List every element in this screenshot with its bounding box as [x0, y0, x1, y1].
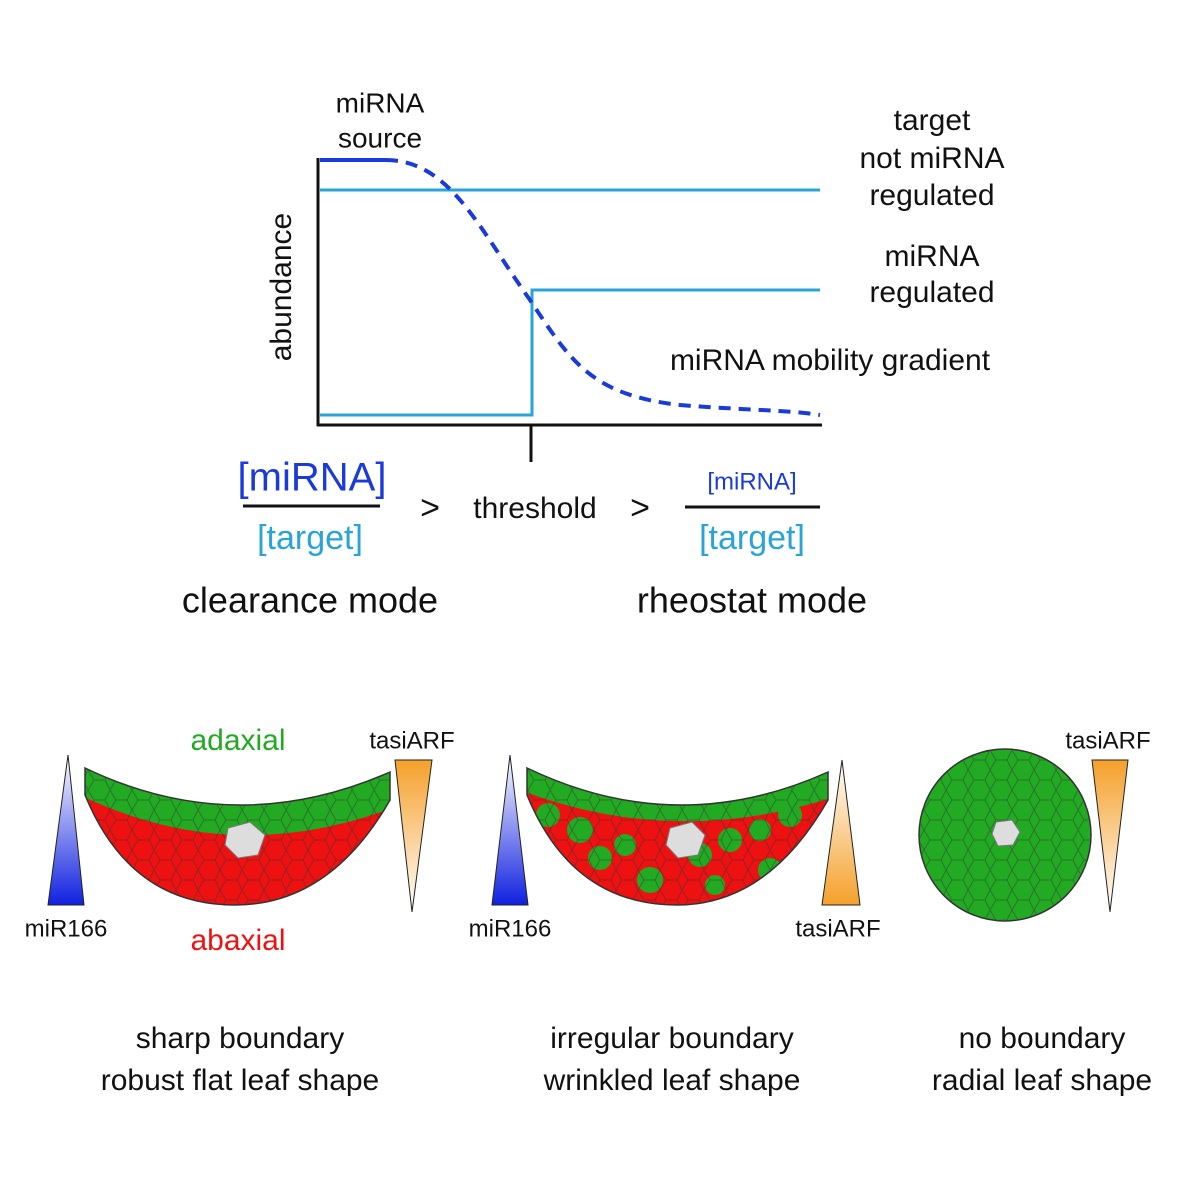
vascular — [224, 821, 266, 859]
mir166-gradient — [491, 754, 529, 906]
denominator: [target] — [257, 519, 363, 557]
leaf-outline — [84, 766, 391, 906]
label: source — [338, 122, 422, 153]
label: target — [894, 104, 971, 137]
operator: > — [630, 489, 650, 527]
gradient-label: miR166 — [25, 915, 108, 942]
gradient-curve — [385, 158, 821, 417]
label: miRNA mobility gradient — [670, 344, 991, 377]
caption: robust flat leaf shape — [101, 1064, 380, 1097]
gradient-label: tasiARF — [795, 915, 880, 942]
mir166-gradient — [47, 754, 85, 906]
label: miRNA — [336, 87, 425, 118]
label: not miRNA — [859, 142, 1004, 175]
numerator: [miRNA] — [238, 456, 387, 500]
tasiarf-gradient — [821, 759, 861, 906]
mode-label: clearance mode — [182, 580, 438, 621]
leaf-outline — [526, 766, 829, 906]
numerator: [miRNA] — [707, 468, 796, 495]
operator: > — [420, 489, 440, 527]
mode-label: rheostat mode — [637, 580, 867, 621]
leaf-sharp: adaxial abaxial miR166 tasiARF sharp bou… — [25, 724, 455, 1097]
vascular — [991, 819, 1021, 847]
y-label: abundance — [265, 213, 298, 361]
leaf-irregular: miR166 tasiARF irregular boundary wrinkl… — [469, 754, 881, 1097]
gradient-label: miR166 — [469, 915, 552, 942]
tasiarf-gradient — [394, 759, 433, 913]
gradient-label: tasiARF — [369, 727, 454, 754]
relation: [miRNA] [target] > threshold > [miRNA] [… — [182, 456, 867, 621]
caption: no boundary — [959, 1022, 1126, 1055]
regulated-line — [320, 288, 820, 417]
vascular — [665, 821, 706, 859]
leaf-radial: tasiARF no boundary radial leaf shape — [918, 727, 1152, 1097]
graph: miRNA source target not miRNA regulated … — [265, 87, 1005, 462]
label: regulated — [869, 276, 994, 309]
denominator: [target] — [699, 519, 805, 557]
label: regulated — [869, 179, 994, 212]
gradient-label: tasiARF — [1065, 727, 1150, 754]
caption: irregular boundary — [550, 1022, 793, 1055]
caption: sharp boundary — [136, 1022, 344, 1055]
adaxial-label: adaxial — [190, 724, 285, 757]
caption: radial leaf shape — [932, 1064, 1152, 1097]
threshold-label: threshold — [473, 492, 596, 525]
label: miRNA — [885, 240, 980, 273]
tasiarf-gradient — [1091, 759, 1129, 913]
abaxial-label: abaxial — [190, 924, 285, 957]
caption: wrinkled leaf shape — [543, 1064, 801, 1097]
